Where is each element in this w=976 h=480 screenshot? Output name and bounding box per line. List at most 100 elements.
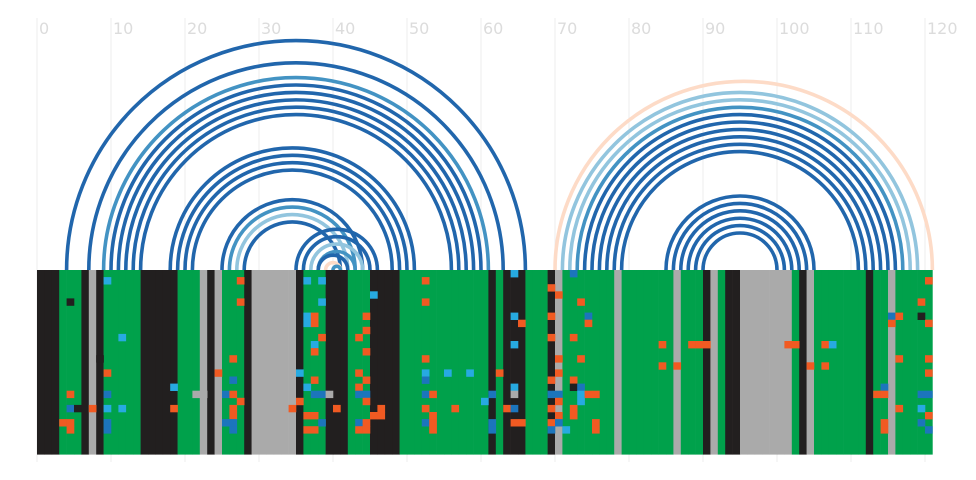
arc-71-119 bbox=[560, 90, 920, 271]
arc-13-57 bbox=[131, 105, 461, 271]
alignment-cell-26-21 bbox=[229, 419, 238, 427]
alignment-column-36 bbox=[303, 270, 312, 455]
x-tick-label-120: 120 bbox=[927, 19, 958, 38]
alignment-cell-114-21 bbox=[880, 419, 889, 427]
arc-88-102 bbox=[686, 216, 794, 271]
arc-11-59 bbox=[116, 90, 476, 271]
alignment-cell-11-19 bbox=[118, 404, 127, 413]
alignment-cell-44-8 bbox=[362, 326, 371, 335]
alignment-cell-24-14 bbox=[214, 369, 223, 377]
alignment-column-6 bbox=[81, 270, 90, 455]
alignment-cell-72-16 bbox=[569, 383, 578, 391]
arc-86-104 bbox=[671, 201, 809, 271]
alignment-cell-70-18 bbox=[555, 397, 563, 406]
alignment-cell-72-20 bbox=[569, 412, 578, 420]
arc-37-44 bbox=[309, 242, 365, 271]
alignment-column-57 bbox=[458, 270, 467, 455]
alignment-column-97 bbox=[754, 270, 763, 455]
alignment-cell-43-16 bbox=[355, 383, 363, 391]
x-tick-label-30: 30 bbox=[261, 19, 281, 38]
alignment-cell-43-17 bbox=[355, 390, 363, 399]
alignment-column-2 bbox=[51, 270, 60, 455]
alignment-column-25 bbox=[222, 270, 230, 455]
alignment-column-108 bbox=[836, 270, 844, 455]
alignment-column-110 bbox=[851, 270, 859, 455]
x-tick-label-70: 70 bbox=[557, 19, 577, 38]
alignment-column-68 bbox=[540, 270, 548, 455]
alignment-column-37 bbox=[310, 270, 319, 455]
alignment-cell-69-22 bbox=[547, 426, 556, 434]
alignment-column-92 bbox=[717, 270, 726, 455]
alignment-cell-69-6 bbox=[547, 312, 556, 320]
alignment-column-56 bbox=[451, 270, 460, 455]
alignment-column-9 bbox=[103, 270, 112, 455]
alignment-cell-75-21 bbox=[592, 419, 600, 427]
alignment-column-22 bbox=[199, 270, 208, 455]
alignment-cell-120-1 bbox=[925, 277, 933, 285]
alignment-column-65 bbox=[518, 270, 526, 455]
arc-14-56 bbox=[138, 112, 454, 271]
alignment-cell-4-22 bbox=[66, 426, 75, 434]
alignment-column-62 bbox=[495, 270, 504, 455]
alignment-cell-75-22 bbox=[592, 426, 600, 434]
alignment-cell-18-19 bbox=[170, 404, 178, 413]
alignment-cell-26-12 bbox=[229, 355, 238, 363]
alignment-column-111 bbox=[858, 270, 867, 455]
alignment-cell-44-18 bbox=[362, 397, 371, 406]
alignment-cell-38-21 bbox=[318, 419, 326, 427]
alignment-column-14 bbox=[140, 270, 149, 455]
alignment-column-13 bbox=[133, 270, 141, 455]
alignment-column-23 bbox=[207, 270, 215, 455]
alignment-cell-45-20 bbox=[370, 412, 378, 420]
alignment-cell-58-14 bbox=[466, 369, 474, 377]
arc-73-117 bbox=[575, 105, 905, 271]
alignment-cell-74-7 bbox=[584, 319, 593, 328]
arc-19-50 bbox=[175, 153, 409, 271]
alignment-column-81 bbox=[636, 270, 645, 455]
alignment-column-45 bbox=[370, 270, 378, 455]
arc-72-118 bbox=[568, 98, 912, 271]
alignment-cell-44-15 bbox=[362, 376, 371, 384]
arc-9-61 bbox=[101, 75, 491, 271]
alignment-column-42 bbox=[347, 270, 356, 455]
alignment-cell-46-20 bbox=[377, 412, 386, 420]
alignment-cell-53-21 bbox=[429, 419, 437, 427]
alignment-column-71 bbox=[562, 270, 571, 455]
alignment-column-10 bbox=[111, 270, 119, 455]
alignment-cell-74-6 bbox=[584, 312, 593, 320]
alignment-cell-9-21 bbox=[103, 419, 112, 427]
alignment-column-78 bbox=[614, 270, 622, 455]
alignment-cell-62-14 bbox=[495, 369, 504, 377]
x-tick-label-100: 100 bbox=[779, 19, 810, 38]
alignment-cell-21-17 bbox=[192, 390, 201, 399]
alignment-column-100 bbox=[777, 270, 785, 455]
alignment-column-33 bbox=[281, 270, 289, 455]
alignment-cell-106-13 bbox=[821, 362, 830, 370]
alignment-cell-4-21 bbox=[66, 419, 75, 427]
alignment-column-61 bbox=[488, 270, 497, 455]
alignment-column-0 bbox=[37, 270, 45, 455]
alignment-cell-71-22 bbox=[562, 426, 571, 434]
alignment-matrix bbox=[37, 270, 933, 455]
alignment-column-21 bbox=[192, 270, 201, 455]
alignment-column-117 bbox=[902, 270, 911, 455]
alignment-column-58 bbox=[466, 270, 474, 455]
alignment-cell-64-0 bbox=[510, 270, 519, 278]
arc-38-42 bbox=[316, 253, 350, 271]
alignment-cell-4-4 bbox=[66, 298, 75, 306]
x-tick-labels: 0 10 20 30 40 50 60 70 80 90 100 110 120 bbox=[39, 19, 958, 38]
arc-75-115 bbox=[590, 120, 890, 271]
alignment-cell-69-19 bbox=[547, 404, 556, 413]
alignment-cell-120-12 bbox=[925, 355, 933, 363]
alignment-cell-64-21 bbox=[510, 419, 519, 427]
x-tick-label-0: 0 bbox=[39, 19, 49, 38]
alignment-cell-73-17 bbox=[577, 390, 585, 399]
alignment-column-20 bbox=[185, 270, 193, 455]
alignment-column-53 bbox=[429, 270, 437, 455]
alignment-column-115 bbox=[888, 270, 896, 455]
arc-36-45 bbox=[301, 234, 372, 271]
alignment-cell-43-9 bbox=[355, 333, 363, 342]
alignment-column-69 bbox=[547, 270, 556, 455]
alignment-cell-38-9 bbox=[318, 333, 326, 342]
alignment-cell-43-22 bbox=[355, 426, 363, 434]
